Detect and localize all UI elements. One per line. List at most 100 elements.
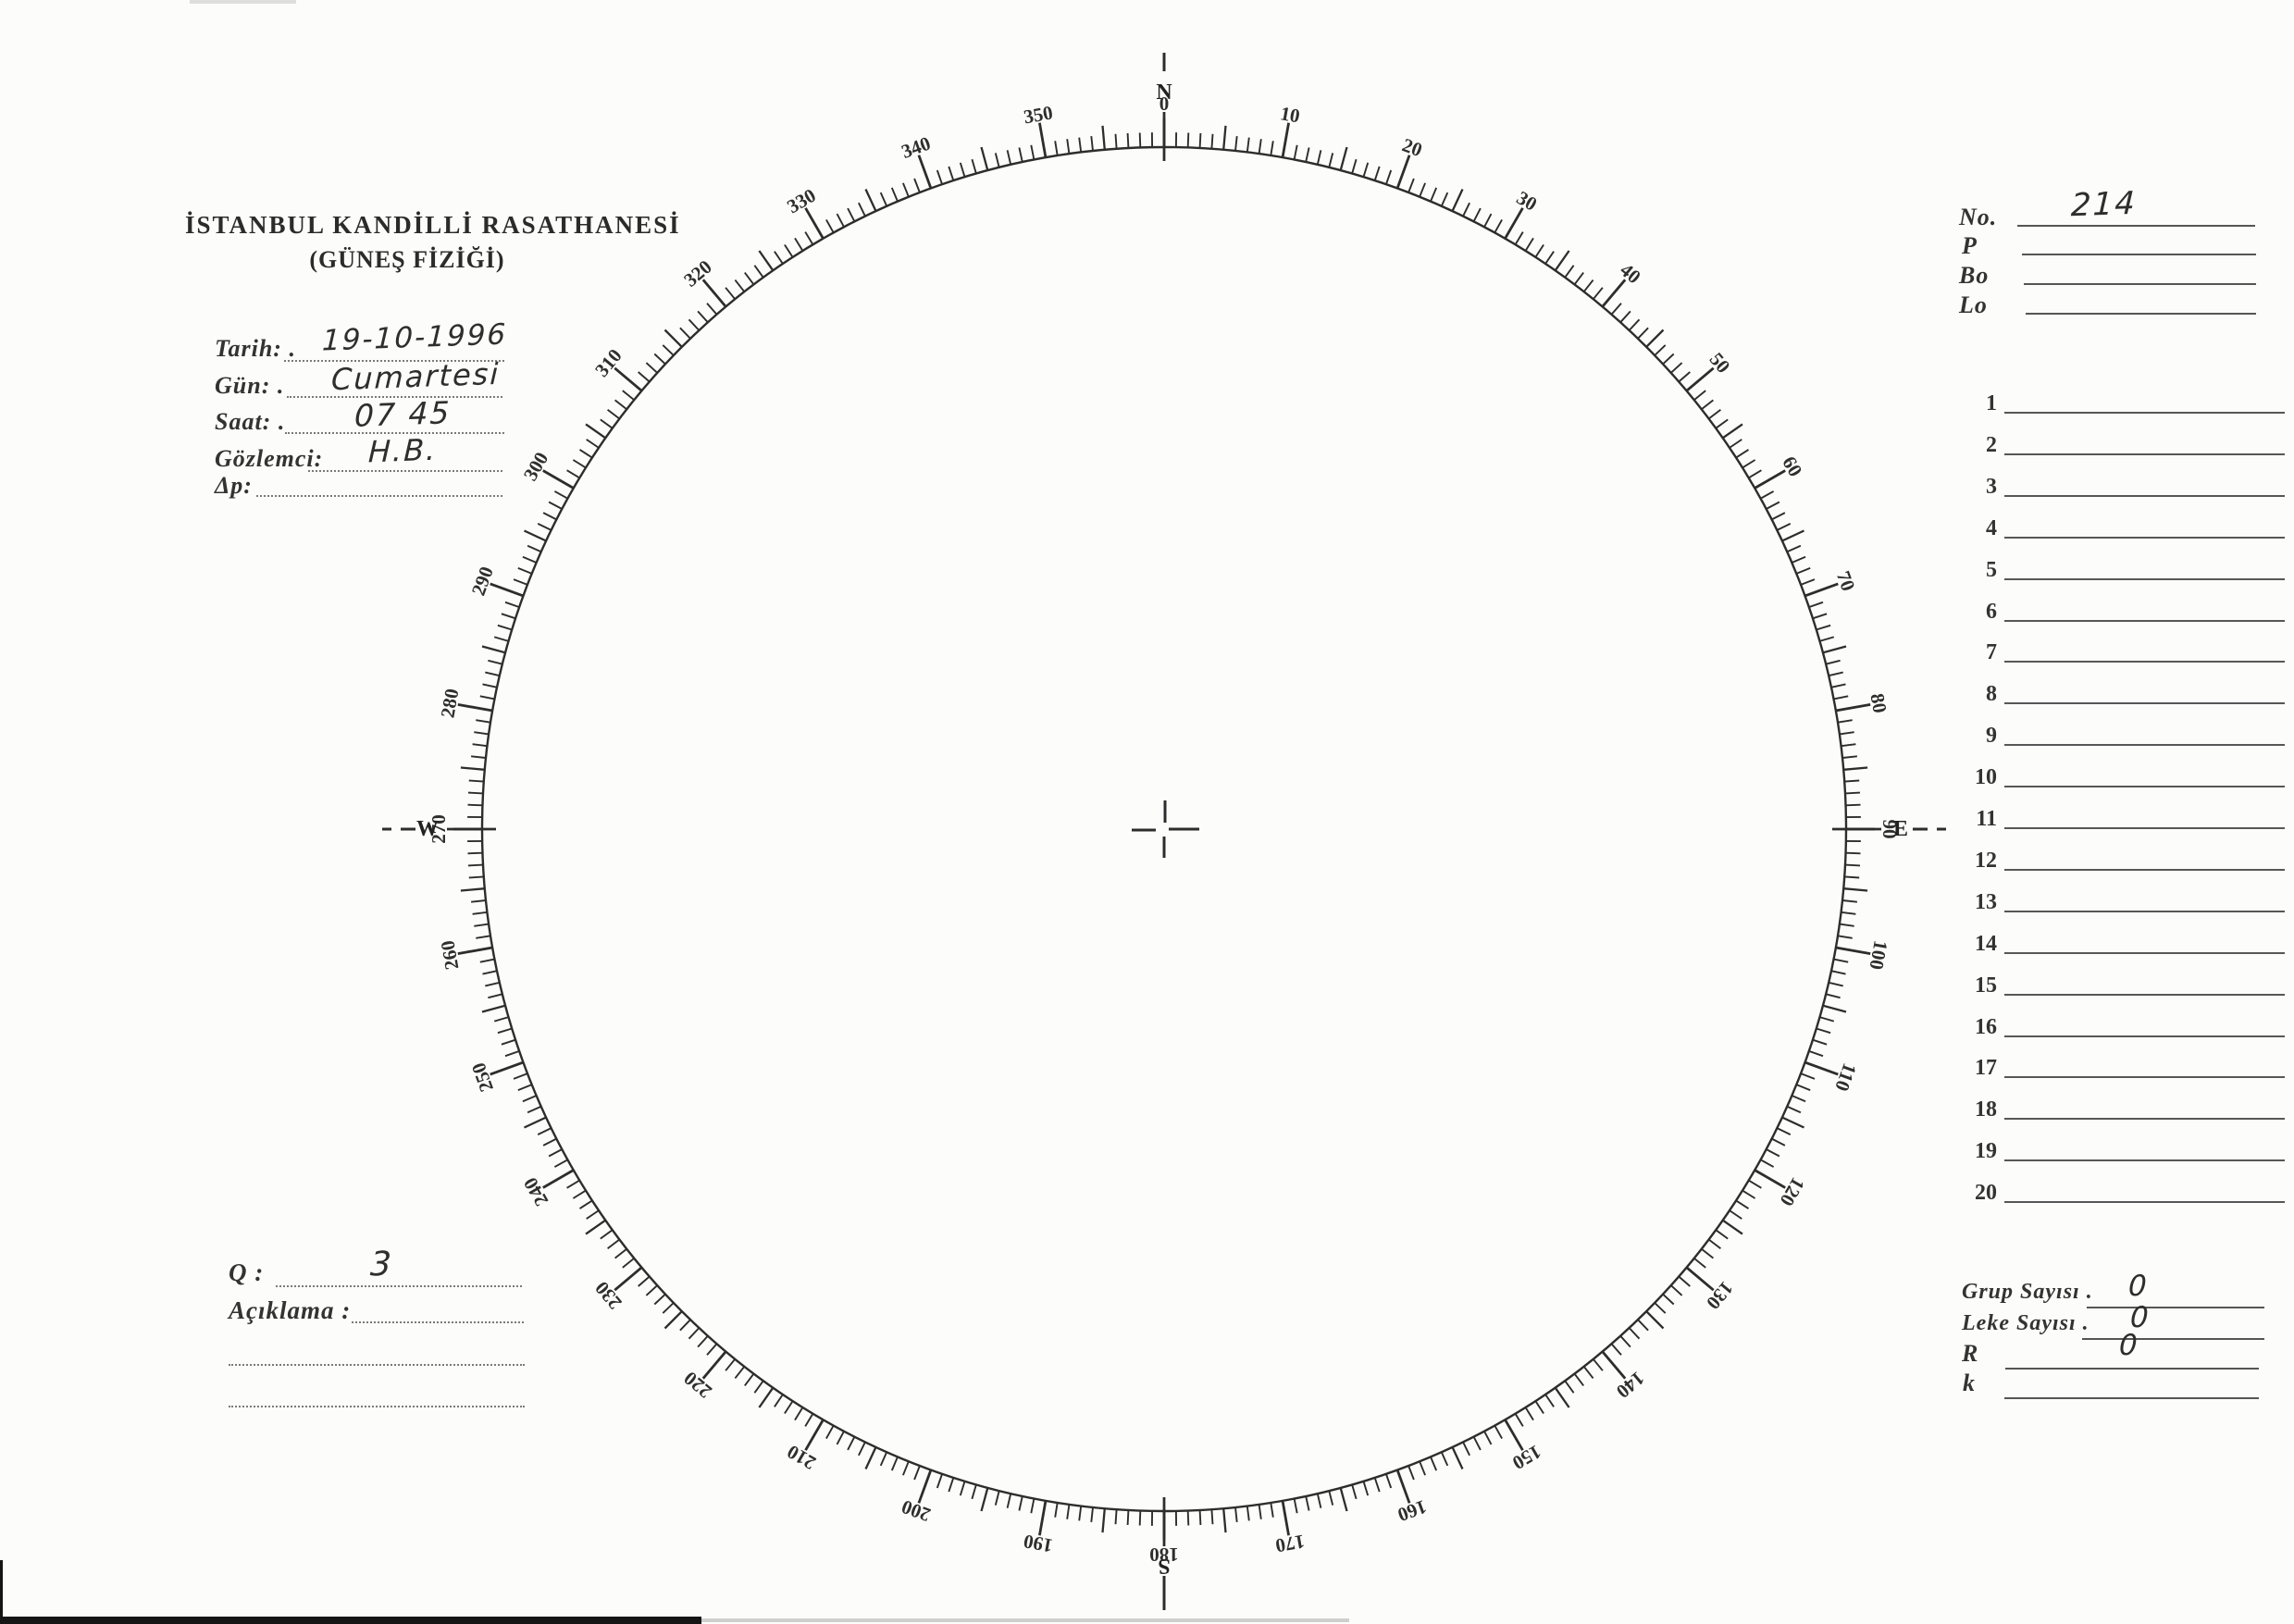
list-item: 11 (1941, 807, 2288, 832)
list-item-line (2004, 744, 2285, 747)
observatory-title: İSTANBUL KANDİLLİ RASATHANESİ (185, 211, 681, 239)
scan-speck-top (190, 0, 296, 4)
field-value-gun: Cumartesi (330, 355, 501, 398)
cardinal-letter-w: W (416, 817, 439, 841)
field-line-no (2017, 225, 2255, 227)
list-item: 17 (1941, 1056, 2288, 1081)
field-line-r (2005, 1368, 2259, 1370)
degree-label: 80 (1866, 691, 1891, 714)
list-item-number: 14 (1975, 931, 1997, 956)
degree-label: 350 (1022, 101, 1054, 128)
notes-line-1 (229, 1364, 525, 1366)
list-item-number: 16 (1975, 1014, 1997, 1039)
list-item: 13 (1941, 890, 2288, 915)
list-item: 2 (1941, 433, 2288, 458)
list-item: 9 (1941, 724, 2288, 749)
list-item: 5 (1941, 558, 2288, 583)
degree-label: 30 (1513, 186, 1541, 215)
list-item-line (2004, 577, 2285, 580)
degree-label: 330 (783, 184, 819, 218)
degree-label: 270 (428, 814, 450, 844)
field-line-aciklama (352, 1321, 524, 1323)
field-label-lo: Lo (1959, 291, 1988, 318)
scan-edge-bottom (0, 1617, 701, 1624)
list-item-number: 1 (1986, 391, 1997, 415)
field-label-grup-sayisi: Grup Sayısı . (1962, 1280, 2093, 1304)
field-label-gun: Gün: . (215, 372, 285, 399)
degree-label: 300 (519, 448, 553, 484)
degree-label: 150 (1508, 1441, 1544, 1475)
list-item-line (2004, 910, 2285, 912)
field-line-grup-sayisi (2087, 1307, 2264, 1308)
field-label-leke-sayisi: Leke Sayısı . (1962, 1311, 2089, 1335)
disc-rim (480, 145, 1848, 1513)
list-item-number: 15 (1975, 973, 1997, 998)
list-item-number: 10 (1975, 765, 1997, 790)
list-item-line (2004, 1118, 2285, 1121)
list-item-number: 7 (1986, 640, 1997, 665)
list-item-line (2004, 536, 2285, 539)
field-label-bo: Bo (1959, 262, 1990, 289)
field-value-tarih: 19-10-1996 (321, 317, 508, 358)
list-item-number: 12 (1975, 848, 1997, 873)
degree-label: 90 (1879, 820, 1901, 839)
list-item-line (2004, 951, 2285, 954)
field-value-gozlemci: H.B. (367, 431, 439, 470)
scan-edge-bottom-faint (701, 1618, 1349, 1622)
field-value-q: 3 (369, 1245, 394, 1284)
cardinal-letter-n: N (1156, 81, 1172, 105)
list-item-line (2004, 619, 2285, 622)
field-label-r: R (1962, 1340, 1979, 1367)
list-item-line (2004, 412, 2285, 414)
degree-label: 340 (899, 132, 934, 163)
degree-label: 280 (436, 687, 463, 719)
degree-label: 240 (519, 1173, 553, 1209)
list-item-number: 11 (1976, 807, 1997, 831)
list-item-line (2004, 494, 2285, 497)
list-item-number: 5 (1986, 557, 1997, 582)
field-label-delta-p: Δp: (215, 472, 253, 499)
spot-list: 1 2 3 4 5 6 7 8 9 10 11 12 13 14 15 16 17 18 19 20 (1941, 0, 2289, 1624)
list-item: 15 (1941, 973, 2288, 998)
degree-label: 20 (1399, 133, 1425, 161)
degree-label: 200 (899, 1495, 934, 1526)
degree-label: 230 (590, 1277, 626, 1314)
list-item: 14 (1941, 932, 2288, 957)
field-label-gozlemci: Gözlemci: (215, 445, 324, 472)
field-line-p (2022, 254, 2256, 255)
scan-edge-left (0, 1560, 3, 1624)
list-item-number: 9 (1986, 724, 1997, 749)
list-item: 1 (1941, 391, 2288, 416)
degree-label: 100 (1866, 939, 1892, 972)
list-item-number: 20 (1975, 1181, 1997, 1206)
degree-label: 190 (1022, 1531, 1054, 1557)
field-label-aciklama: Açıklama : (229, 1296, 352, 1324)
degree-label: 160 (1395, 1495, 1430, 1526)
field-line-bo (2024, 283, 2256, 285)
degree-ticks-mid (460, 125, 1868, 1533)
header: İSTANBUL KANDİLLİ RASATHANESİ (GÜNEŞ FİZ… (185, 211, 681, 274)
degree-ticks-major (447, 112, 1881, 1546)
list-item-line (2004, 993, 2285, 996)
list-item-number: 13 (1975, 889, 1997, 914)
list-item-number: 2 (1986, 432, 1997, 457)
list-item-line (2004, 1035, 2285, 1037)
list-item-line (2004, 1159, 2285, 1162)
list-item-line (2004, 1201, 2285, 1204)
list-item-number: 19 (1975, 1139, 1997, 1164)
list-item-line (2004, 786, 2285, 788)
list-item: 3 (1941, 475, 2288, 500)
field-line-tarih (284, 360, 504, 362)
field-line-q (276, 1285, 522, 1287)
degree-label: 10 (1279, 102, 1302, 127)
field-line-leke-sayisi (2082, 1338, 2264, 1340)
field-label-no: No. (1959, 204, 1998, 230)
field-label-k: k (1963, 1370, 1976, 1396)
degree-label: 130 (1702, 1277, 1738, 1314)
list-item: 10 (1941, 765, 2288, 790)
list-item-number: 17 (1975, 1056, 1997, 1081)
field-line-gozlemci (308, 470, 502, 472)
degree-label: 180 (1149, 1543, 1179, 1566)
field-label-q: Q : (229, 1258, 265, 1286)
